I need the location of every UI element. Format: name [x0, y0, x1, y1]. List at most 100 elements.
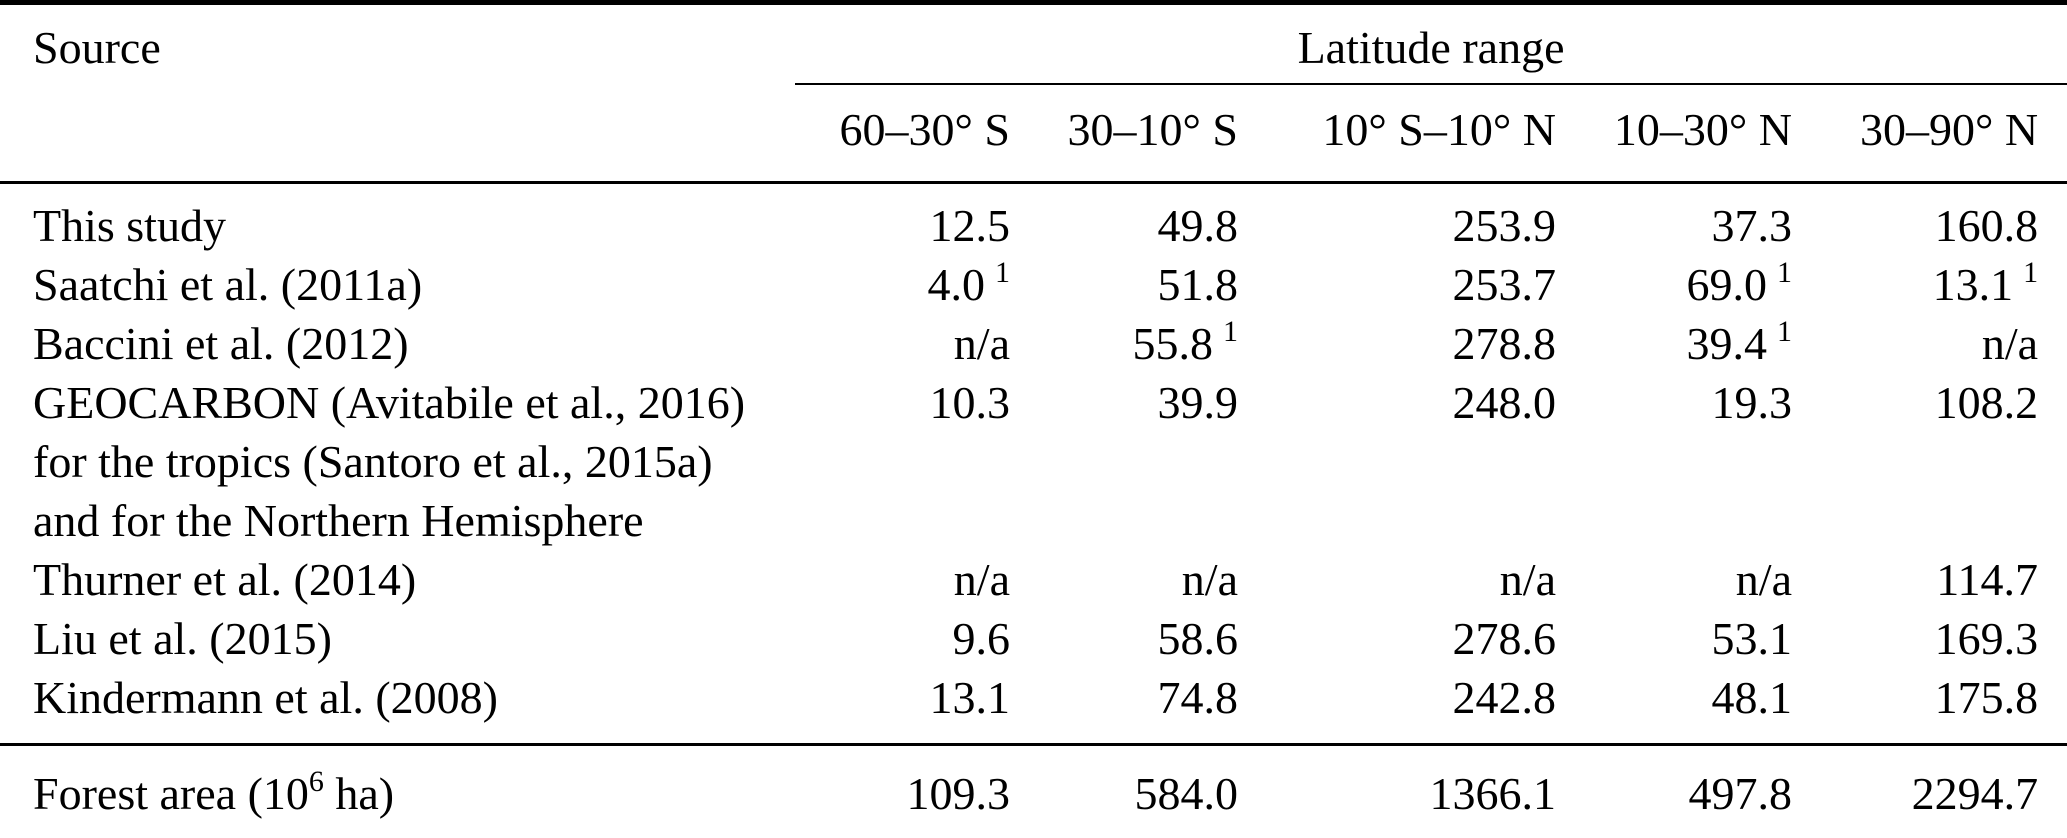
cell-value: 58.6 — [1157, 613, 1239, 664]
row-label: This study — [33, 200, 226, 251]
cell-value: 48.1 — [1711, 672, 1793, 723]
table-row-geocarbon: GEOCARBON (Avitabile et al., 2016) 10.3 … — [0, 373, 2067, 432]
cell-value: 2294.7 — [1911, 768, 2039, 819]
cell-value: 13.1 1 — [1792, 255, 2067, 314]
cell-value: n/a — [795, 314, 1010, 373]
cell-value: 69.0 1 — [1556, 255, 1793, 314]
cell-value — [1238, 432, 1556, 491]
table-row-geocarbon-cont-1: for the tropics (Santoro et al., 2015a) — [0, 432, 2067, 491]
cell-value: 39.9 — [1157, 377, 1239, 428]
cell-value: n/a — [1181, 554, 1238, 605]
summary-label-unit: ha) — [323, 768, 395, 819]
row-label: and for the Northern Hemisphere — [33, 495, 644, 546]
column-header-10-30n: 10–30° N — [1613, 104, 1792, 155]
table-row-thurner: Thurner et al. (2014) n/a n/a n/a n/a 11… — [0, 550, 2067, 609]
row-label: for the tropics (Santoro et al., 2015a) — [33, 436, 713, 487]
cell-value: 4.0 1 — [795, 255, 1011, 314]
table-row-saatchi: Saatchi et al. (2011a) 4.0 1 51.8 253.7 6… — [0, 255, 2067, 314]
footnote-marker: 1 — [1223, 315, 1238, 348]
footnote-marker: 1 — [2023, 256, 2039, 289]
latitude-range-group-header: Latitude range — [795, 2, 2067, 85]
cell-text: 69.0 — [1686, 259, 1768, 310]
cell-value — [795, 491, 1010, 550]
cell-text: 13.1 — [1932, 259, 2014, 310]
column-header-30-10s: 30–10° S — [1067, 104, 1238, 155]
row-label: Liu et al. (2015) — [33, 613, 332, 664]
group-header-row: Source Latitude range — [0, 2, 2067, 85]
table-header: Source Latitude range 60–30° S 30–10° S … — [0, 2, 2067, 183]
cell-value: 160.8 — [1934, 200, 2039, 251]
table-row-baccini: Baccini et al. (2012) n/a 55.8 1 278.8 39… — [0, 314, 2067, 373]
cell-value: 253.7 — [1238, 255, 1557, 314]
cell-value — [1556, 432, 1792, 491]
cell-value: 10.3 — [929, 377, 1011, 428]
cell-value: 278.6 — [1452, 613, 1557, 664]
cell-value: 278.8 — [1238, 314, 1557, 373]
row-label: Kindermann et al. (2008) — [33, 672, 498, 723]
cell-value: 12.5 — [929, 200, 1011, 251]
cell-value — [1792, 432, 2067, 491]
cell-value: 175.8 — [1934, 672, 2039, 723]
cell-value: 1366.1 — [1429, 768, 1557, 819]
cell-value — [1238, 491, 1556, 550]
table-body: This study 12.5 49.8 253.9 37.3 160.8 Sa… — [0, 183, 2067, 745]
cell-value — [1010, 432, 1238, 491]
cell-value: 9.6 — [952, 613, 1011, 664]
cell-value: 109.3 — [906, 768, 1011, 819]
cell-value: 37.3 — [1711, 200, 1793, 251]
cell-value: 108.2 — [1934, 377, 2039, 428]
cell-value: n/a — [1735, 554, 1792, 605]
column-headers-row: 60–30° S 30–10° S 10° S–10° N 10–30° N 3… — [0, 84, 2067, 183]
table-row-forest-area: Forest area (106 ha) 109.3 584.0 1366.1 … — [0, 745, 2067, 838]
column-header-10s-10n: 10° S–10° N — [1322, 104, 1556, 155]
row-label: Thurner et al. (2014) — [33, 554, 417, 605]
row-label: Baccini et al. (2012) — [33, 318, 409, 369]
column-header-60-30s: 60–30° S — [839, 104, 1010, 155]
cell-value: 19.3 — [1711, 377, 1793, 428]
cell-value: 242.8 — [1452, 672, 1557, 723]
exponent: 6 — [308, 765, 324, 798]
source-column-header: Source — [33, 22, 161, 73]
cell-text: 55.8 — [1132, 318, 1214, 369]
cell-value: 55.8 1 — [1010, 314, 1239, 373]
cell-text: 51.8 — [1157, 259, 1239, 310]
row-label: Saatchi et al. (2011a) — [33, 259, 423, 310]
cell-value: 248.0 — [1452, 377, 1557, 428]
cell-value — [1556, 491, 1792, 550]
table-row-liu: Liu et al. (2015) 9.6 58.6 278.6 53.1 16… — [0, 609, 2067, 668]
cell-value: 53.1 — [1711, 613, 1793, 664]
cell-text: 39.4 — [1686, 318, 1768, 369]
table-row-kindermann: Kindermann et al. (2008) 13.1 74.8 242.8… — [0, 668, 2067, 745]
cell-value — [1010, 491, 1238, 550]
column-header-30-90n: 30–90° N — [1859, 104, 2039, 155]
row-label: GEOCARBON (Avitabile et al., 2016) — [33, 377, 746, 428]
footnote-marker: 1 — [1777, 256, 1792, 289]
cell-value: 497.8 — [1688, 768, 1793, 819]
table-row-geocarbon-cont-2: and for the Northern Hemisphere — [0, 491, 2067, 550]
footnote-marker: 1 — [995, 256, 1010, 289]
cell-value — [1792, 491, 2067, 550]
cell-value: 49.8 — [1157, 200, 1239, 251]
cell-text: n/a — [953, 318, 1010, 369]
cell-value: 584.0 — [1134, 768, 1239, 819]
cell-value: 253.9 — [1452, 200, 1557, 251]
cell-value: 169.3 — [1934, 613, 2039, 664]
footnote-marker: 1 — [1777, 315, 1792, 348]
cell-text: 278.8 — [1452, 318, 1557, 369]
cell-value — [795, 432, 1010, 491]
table-row-this-study: This study 12.5 49.8 253.9 37.3 160.8 — [0, 183, 2067, 256]
cell-text: 4.0 — [927, 259, 986, 310]
table-summary: Forest area (106 ha) 109.3 584.0 1366.1 … — [0, 745, 2067, 838]
cell-value: 114.7 — [1936, 554, 2039, 605]
cell-value: n/a — [953, 554, 1010, 605]
summary-label-text: Forest area (10 — [33, 768, 309, 819]
cell-value: n/a — [1499, 554, 1556, 605]
cell-text: 253.7 — [1452, 259, 1557, 310]
cell-value: 74.8 — [1157, 672, 1239, 723]
cell-value: 51.8 — [1010, 255, 1239, 314]
row-label: Forest area (106 ha) — [0, 745, 795, 838]
cell-text: n/a — [1981, 318, 2039, 369]
cell-value: n/a — [1792, 314, 2067, 373]
cell-value: 13.1 — [929, 672, 1011, 723]
